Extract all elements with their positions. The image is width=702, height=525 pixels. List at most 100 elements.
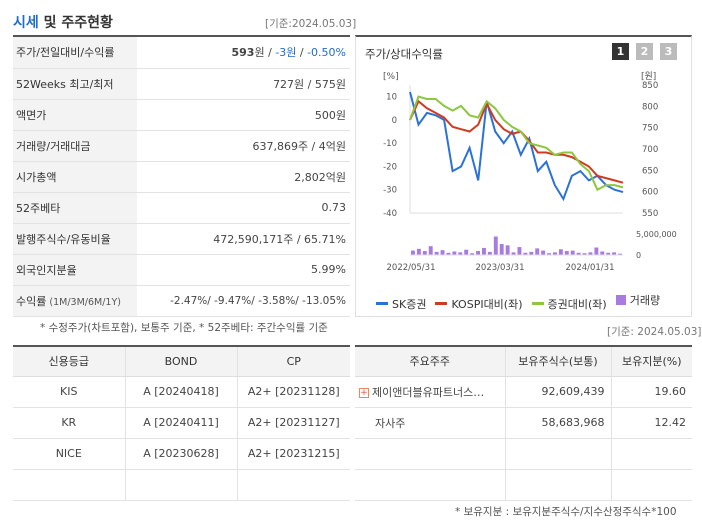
major-holders-table: 주요주주 보유주식수(보통) 보유지분(%) + 제이앤더블유파트너스… 92,60… xyxy=(355,345,692,501)
legend-swatch xyxy=(531,302,544,305)
volume-bar xyxy=(493,236,498,255)
price-unit: 원 xyxy=(254,46,265,60)
stats-row: 주가/전일대비/수익률 593원 / -3원 / -0.50% xyxy=(13,37,350,69)
legend-label: SK증권 xyxy=(392,297,427,311)
legend-label: 거래량 xyxy=(629,294,661,307)
stats-label: 액면가 xyxy=(13,99,137,131)
table-cell: A [20240411] xyxy=(124,407,237,439)
chart-page-3-button[interactable]: 3 xyxy=(660,43,677,60)
holders-header-pct: 보유지분(%) xyxy=(610,345,692,377)
volume-bar xyxy=(464,249,469,255)
sep: / xyxy=(264,46,276,60)
returns-value: -2.47%/ -9.47%/ -3.58%/ -13.05% xyxy=(137,285,350,317)
legend-swatch xyxy=(376,302,388,305)
stats-row: 발행주식수/유동비율 472,590,171주 / 65.71% xyxy=(13,223,350,255)
holders-footnote: * 보유지분 : 보유지분주식수/지수산정주식수*100 xyxy=(455,506,677,518)
table-cell: NICE xyxy=(13,438,125,470)
volume-bar xyxy=(422,251,427,255)
right-tick-label: 600 xyxy=(642,188,658,198)
volume-bar xyxy=(553,252,557,255)
stats-value: 2,802억원 xyxy=(137,161,350,193)
returns-label: 수익률 xyxy=(16,294,47,308)
stats-value: 472,590,171주 / 65.71% xyxy=(137,223,350,255)
table-cell: A2+ [20231215] xyxy=(236,438,350,470)
stats-value: 500원 xyxy=(137,99,350,131)
x-tick-label: 2022/05/31 xyxy=(387,263,436,273)
table-row: NICE A [20230628] A2+ [20231215] xyxy=(13,438,350,470)
left-tick-label: 0 xyxy=(392,116,397,126)
right-axis-unit: [원] xyxy=(641,71,656,82)
chart-legend: SK증권 KOSPI대비(좌) 증권대비(좌) 거래량 xyxy=(376,292,669,312)
left-tick-label: 10 xyxy=(386,93,397,103)
volume-bar xyxy=(458,252,463,255)
holder-name-cell[interactable]: 자사주 xyxy=(355,407,505,439)
table-row xyxy=(355,438,692,470)
volume-bar xyxy=(600,251,605,255)
chart-page-1-button[interactable]: 1 xyxy=(612,43,629,60)
stats-label: 주가/전일대비/수익률 xyxy=(13,37,137,69)
table-cell: A2+ [20231128] xyxy=(236,376,350,408)
volume-bar xyxy=(606,252,611,255)
volume-bar xyxy=(570,250,575,255)
volume-bar xyxy=(446,252,451,255)
volume-bar xyxy=(558,249,563,255)
stats-label: 52Weeks 최고/최저 xyxy=(13,68,137,100)
series-line-증권대비(좌) xyxy=(409,95,624,192)
series-line-KOSPI대비(좌) xyxy=(409,99,624,184)
stats-table: 주가/전일대비/수익률 593원 / -3원 / -0.50% 52Weeks … xyxy=(13,37,350,317)
volume-bar xyxy=(529,251,534,255)
table-row: KIS A [20240418] A2+ [20231128] xyxy=(13,376,350,408)
table-cell: KR xyxy=(13,407,125,439)
volume-bar xyxy=(499,244,504,255)
stats-row: 수익률 (1M/3M/6M/1Y) -2.47%/ -9.47%/ -3.58%… xyxy=(13,285,350,317)
volume-bar xyxy=(452,251,457,255)
volume-bar xyxy=(588,252,593,255)
credit-rating-table: 신용등급 BOND CP KIS A [20240418] A2+ [2023112… xyxy=(13,345,350,501)
volume-bar xyxy=(511,252,516,255)
left-tick-label: -20 xyxy=(383,162,397,172)
volume-bar xyxy=(523,252,528,255)
left-tick-label: -30 xyxy=(383,186,397,196)
stats-label: 시가총액 xyxy=(13,161,137,193)
credit-header-bond: BOND xyxy=(124,345,237,377)
stats-footnote: * 수정주가(차트포함), 보통주 기준, * 52주베타: 주간수익률 기준 xyxy=(40,322,328,334)
stats-value: 5.99% xyxy=(137,254,350,286)
holder-name-cell[interactable]: + 제이앤더블유파트너스… xyxy=(355,376,505,408)
chart-title: 주가/상대수익률 xyxy=(365,47,443,61)
table-cell: A2+ [20231127] xyxy=(236,407,350,439)
title-rest: 및 주주현황 xyxy=(38,15,113,31)
holders-header-name: 주요주주 xyxy=(355,345,505,377)
right-tick-label: 850 xyxy=(642,81,658,91)
volume-bar xyxy=(487,251,492,255)
chart-page-2-button[interactable]: 2 xyxy=(636,43,653,60)
legend-item: 증권대비(좌) xyxy=(531,296,607,312)
returns-label-periods: (1M/3M/6M/1Y) xyxy=(46,296,121,308)
stats-row: 52Weeks 최고/최저 727원 / 575원 xyxy=(13,68,350,100)
left-axis-unit: [%] xyxy=(383,72,399,82)
stats-value: 727원 / 575원 xyxy=(137,68,350,100)
holder-name: 자사주 xyxy=(375,416,406,430)
legend-item: 거래량 xyxy=(615,292,661,308)
volume-bar xyxy=(547,253,551,255)
volume-bar xyxy=(482,247,486,255)
holder-name-cell xyxy=(355,438,505,470)
right-tick-label: 750 xyxy=(642,124,658,134)
stats-label: 수익률 (1M/3M/6M/1Y) xyxy=(13,285,137,317)
plus-icon[interactable]: + xyxy=(359,387,369,398)
table-cell xyxy=(236,469,350,501)
x-tick-label: 2023/03/31 xyxy=(476,263,525,273)
legend-label: 증권대비(좌) xyxy=(547,297,607,311)
volume-bar xyxy=(416,248,421,255)
legend-label: KOSPI대비(좌) xyxy=(451,297,523,311)
right-tick-label: 800 xyxy=(642,102,658,112)
volume-bar xyxy=(440,250,445,255)
stats-value: 593원 / -3원 / -0.50% xyxy=(137,37,350,69)
volume-bar xyxy=(576,252,581,255)
stats-label: 발행주식수/유동비율 xyxy=(13,223,137,255)
holder-pct xyxy=(610,469,692,501)
right-tick-label: 550 xyxy=(642,209,658,219)
left-tick-label: -10 xyxy=(383,139,397,149)
top-divider xyxy=(13,35,350,37)
stats-row: 52주베타 0.73 xyxy=(13,192,350,224)
legend-swatch xyxy=(435,302,448,305)
